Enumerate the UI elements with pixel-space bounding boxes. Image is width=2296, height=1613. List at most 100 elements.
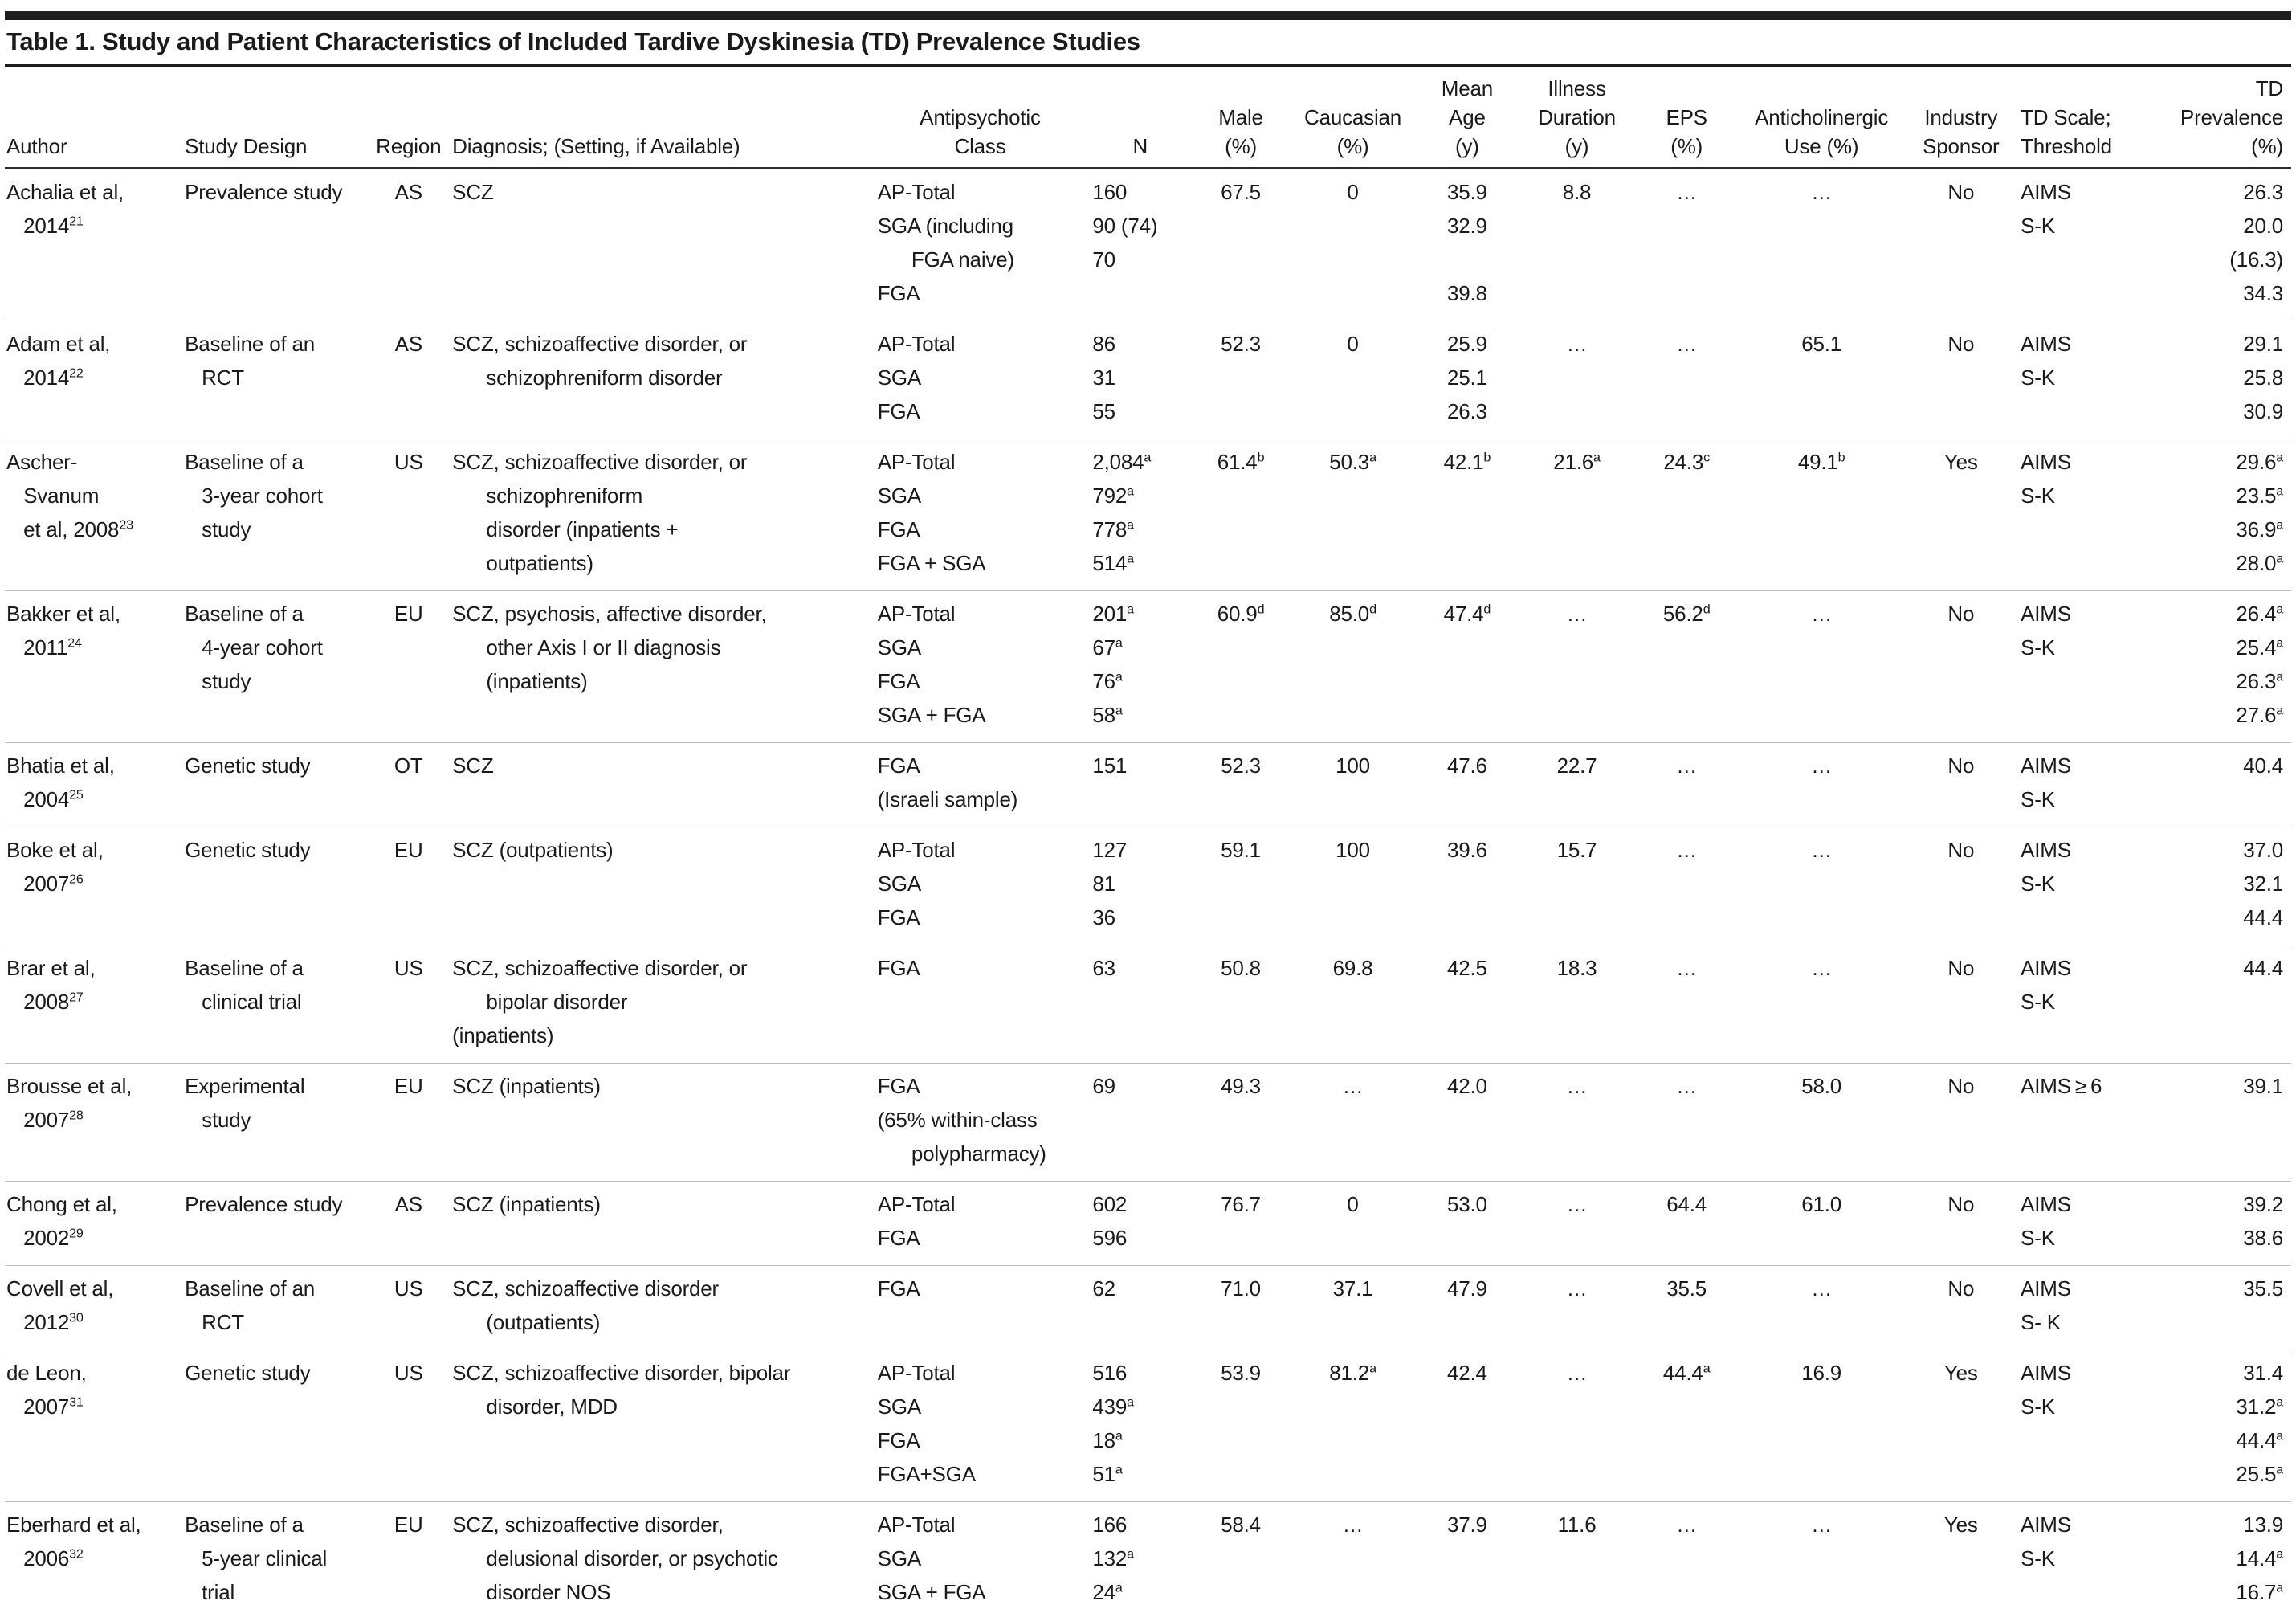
cell-diagnosis: SCZ (inpatients) — [451, 1063, 876, 1182]
cell-antichol: 65.1 — [1739, 321, 1910, 439]
study-row-11: Eberhard et al, 200632 Baseline of a 5-ye… — [5, 1501, 2291, 1613]
col-header-design: Study Design — [183, 68, 373, 169]
cell-design: Genetic study — [183, 742, 373, 827]
cell-author: Brousse et al, 200728 — [5, 1063, 184, 1182]
cell-caucasian: 50.3a — [1291, 439, 1421, 591]
cell-prevalence: 26.3 20.0 (16.3) 34.3 — [2229, 180, 2283, 305]
cell-eps: 64.4 — [1639, 1181, 1740, 1266]
cell-male: 50.8 — [1196, 945, 1292, 1064]
study-row-1: Adam et al, 201422 Baseline of an RCT AS SC… — [5, 321, 2291, 439]
cell-region: US — [373, 1265, 451, 1350]
cell-antichol: … — [1739, 590, 1910, 743]
cell-male: 52.3 — [1196, 321, 1292, 439]
cell-antichol: … — [1739, 1501, 1910, 1613]
cell-n: 516 439a 18a 51a — [1091, 1350, 1197, 1502]
cell-male: 60.9d — [1196, 590, 1292, 743]
cell-n: 151 — [1091, 742, 1197, 827]
cell-ap_class: AP-Total SGA FGA — [875, 827, 1091, 945]
cell-author: Bhatia et al, 200425 — [5, 742, 184, 827]
cell-author: Ascher- Svanum et al, 200823 — [5, 439, 184, 591]
table-body: Achalia et al, 201421 Prevalence study AS S… — [5, 169, 2291, 1613]
cell-mean_age: 42.5 — [1420, 945, 1521, 1064]
cell-diagnosis: SCZ (inpatients) — [451, 1181, 876, 1266]
study-row-2: Ascher- Svanum et al, 200823 Baseline of … — [5, 439, 2291, 591]
cell-male: 61.4b — [1196, 439, 1292, 591]
cell-mean_age: 39.6 — [1420, 827, 1521, 945]
cell-sponsor: No — [1947, 180, 1975, 204]
cell-eps: … — [1676, 180, 1698, 204]
study-row-3: Bakker et al, 201124 Baseline of a 4-year… — [5, 590, 2291, 743]
study-row-8: Chong et al, 200229 Prevalence study AS SCZ… — [5, 1181, 2291, 1266]
cell-ap_class: AP-Total SGA SGA + FGA — [875, 1501, 1091, 1613]
cell-prevalence: 29.1 25.8 30.9 — [2147, 321, 2291, 439]
top-rule — [5, 11, 2291, 20]
cell-caucasian: … — [1291, 1501, 1421, 1613]
cell-prevalence: 39.2 38.6 — [2147, 1181, 2291, 1266]
col-header-prevalence: TD Prevalence (%) — [2147, 68, 2291, 169]
cell-design: Baseline of a 5-year clinical trial — [183, 1501, 373, 1613]
study-row-7: Brousse et al, 200728 Experimental study E… — [5, 1063, 2291, 1182]
cell-male: 53.9 — [1196, 1350, 1292, 1502]
cell-prevalence: 13.9 14.4a 16.7a — [2147, 1501, 2291, 1613]
cell-caucasian: 81.2a — [1291, 1350, 1421, 1502]
cell-scale: AIMS S-K — [2019, 439, 2147, 591]
cell-scale: AIMS ≥ 6 — [2019, 1063, 2147, 1182]
cell-diagnosis: SCZ, psychosis, affective disorder, othe… — [451, 590, 876, 743]
cell-diagnosis: SCZ — [451, 742, 876, 827]
cell-antichol: 49.1b — [1739, 439, 1910, 591]
cell-n: 160 90 (74) 70 — [1092, 180, 1158, 272]
cell-sponsor: Yes — [1909, 1501, 2020, 1613]
cell-male: 52.3 — [1196, 742, 1292, 827]
cell-ap_class: FGA (Israeli sample) — [875, 742, 1091, 827]
cell-author: Boke et al, 200726 — [5, 827, 184, 945]
cell-diagnosis: SCZ, schizoaffective disorder, or schizo… — [451, 439, 876, 591]
cell-caucasian: 0 — [1291, 1181, 1421, 1266]
cell-design: Prevalence study — [183, 1181, 373, 1266]
cell-antichol: 58.0 — [1739, 1063, 1910, 1182]
cell-design: Genetic study — [183, 1350, 373, 1502]
cell-diagnosis: SCZ, schizoaffective disorder (outpatien… — [451, 1265, 876, 1350]
cell-diagnosis: SCZ — [452, 180, 494, 204]
cell-design: Baseline of a clinical trial — [183, 945, 373, 1064]
study-row-0: Achalia et al, 201421 Prevalence study AS S… — [5, 169, 2291, 321]
study-row-10: de Leon, 200731 Genetic study US SCZ, schiz… — [5, 1350, 2291, 1502]
cell-eps: 56.2d — [1639, 590, 1740, 743]
cell-design: Prevalence study — [185, 180, 343, 204]
col-header-region: Region — [373, 68, 451, 169]
cell-region: EU — [373, 827, 451, 945]
cell-caucasian: 85.0d — [1291, 590, 1421, 743]
col-header-mean_age: Mean Age (y) — [1420, 68, 1521, 169]
col-header-caucasian: Caucasian (%) — [1291, 68, 1421, 169]
cell-caucasian: 37.1 — [1291, 1265, 1421, 1350]
cell-design: Baseline of a 4-year cohort study — [183, 590, 373, 743]
cell-eps: … — [1639, 827, 1740, 945]
cell-design: Experimental study — [183, 1063, 373, 1182]
cell-mean_age: 25.9 25.1 26.3 — [1420, 321, 1521, 439]
cell-illness: 11.6 — [1520, 1501, 1640, 1613]
col-header-ap_class: Antipsychotic Class — [875, 68, 1091, 169]
cell-mean_age: 37.9 — [1420, 1501, 1521, 1613]
col-header-antichol: Anticholinergic Use (%) — [1739, 68, 1910, 169]
cell-illness: 21.6a — [1520, 439, 1640, 591]
cell-author: Bakker et al, 201124 — [5, 590, 184, 743]
cell-prevalence: 29.6a 23.5a 36.9a 28.0a — [2147, 439, 2291, 591]
col-header-author: Author — [5, 68, 184, 169]
cell-diagnosis: SCZ, schizoaffective disorder, bipolar d… — [451, 1350, 876, 1502]
cell-n: 602 596 — [1091, 1181, 1197, 1266]
cell-ap_class: AP-Total FGA — [875, 1181, 1091, 1266]
cell-male: 71.0 — [1196, 1265, 1292, 1350]
cell-illness: … — [1520, 321, 1640, 439]
cell-male: 49.3 — [1196, 1063, 1292, 1182]
cell-illness: 8.8 — [1562, 180, 1592, 204]
cell-design: Genetic study — [183, 827, 373, 945]
cell-illness: 18.3 — [1520, 945, 1640, 1064]
cell-eps: … — [1639, 1063, 1740, 1182]
col-header-scale: TD Scale; Threshold — [2019, 68, 2147, 169]
cell-author: Covell et al, 201230 — [5, 1265, 184, 1350]
cell-ap_class: FGA — [875, 945, 1091, 1064]
cell-illness: 22.7 — [1520, 742, 1640, 827]
cell-eps: … — [1639, 742, 1740, 827]
cell-author: Chong et al, 200229 — [5, 1181, 184, 1266]
cell-region: AS — [394, 180, 422, 204]
table-header: Author Study Design Region Diagnosis; (Sett… — [5, 68, 2291, 169]
